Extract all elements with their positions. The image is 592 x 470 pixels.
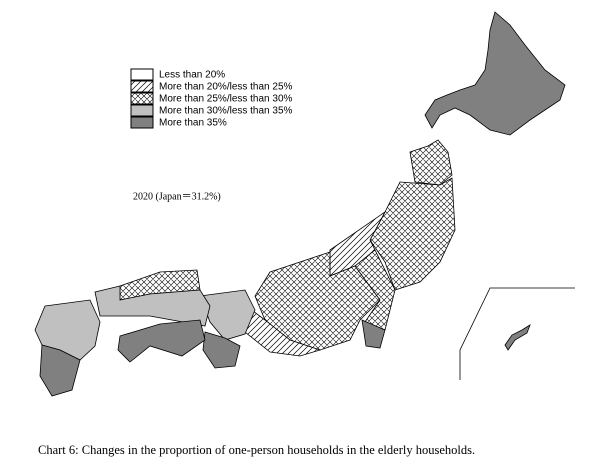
legend-label: More than 20%/less than 25%	[159, 82, 293, 93]
chubu	[254, 251, 381, 351]
okinawa-inset	[459, 287, 575, 380]
shikoku	[117, 319, 206, 363]
aomori	[409, 139, 453, 186]
legend: Less than 20% More than 20%/less than 25…	[130, 68, 293, 129]
legend-label: More than 35%	[159, 118, 227, 129]
legend-label: More than 25%/less than 30%	[159, 94, 293, 105]
kii	[202, 331, 241, 369]
legend-swatch	[130, 80, 154, 93]
legend-swatch	[130, 104, 154, 117]
annotation: 2020 (Japan＝31.2%)	[133, 191, 221, 202]
legend-swatch	[130, 92, 154, 105]
kinki	[199, 289, 256, 341]
chiba	[361, 319, 386, 349]
chugoku	[94, 285, 211, 327]
tokai	[244, 304, 322, 357]
legend-swatch	[130, 116, 154, 129]
japan-map	[34, 11, 566, 397]
caption: Chart 6: Changes in the proportion of on…	[38, 443, 475, 457]
inset-border	[459, 287, 575, 380]
okinawa	[504, 324, 531, 351]
legend-swatch	[130, 68, 154, 81]
kyushu-south	[39, 344, 81, 397]
hokkaido	[424, 11, 566, 136]
legend-label: More than 30%/less than 35%	[159, 106, 293, 117]
legend-label: Less than 20%	[159, 70, 225, 81]
